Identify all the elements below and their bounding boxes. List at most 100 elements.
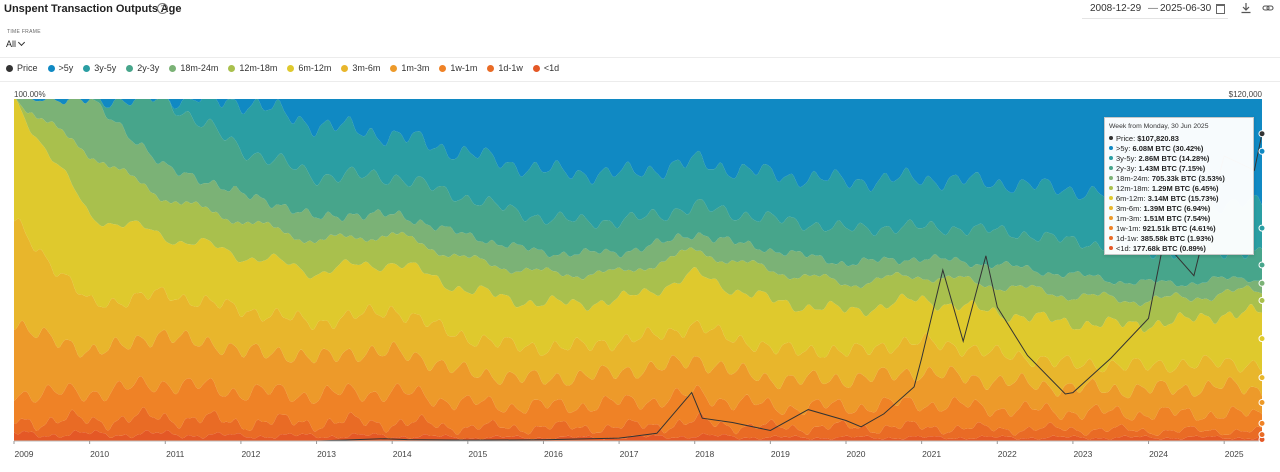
x-tick-label: 2015 xyxy=(468,449,487,459)
chart-legend: Price >5y 3y-5y 2y-3y 18m-24m 12m-18m 6m-12m 3m… xyxy=(6,63,569,75)
area-m1_3 xyxy=(14,320,1262,421)
legend-swatch xyxy=(532,65,540,72)
tooltip-label: 3y-5y: xyxy=(1116,154,1139,163)
legend-label: 12m-18m xyxy=(239,63,278,73)
tooltip-row: 1w-1m: 921.51k BTC (4.61%) xyxy=(1109,224,1216,234)
tooltip-swatch xyxy=(1109,236,1113,240)
tooltip-value: 2.86M BTC (14.28%) xyxy=(1138,154,1210,163)
x-tick-label: 2012 xyxy=(241,449,260,459)
divider xyxy=(0,81,1280,82)
chevron-down-icon xyxy=(17,38,26,47)
tooltip-row: 2y-3y: 1.43M BTC (7.15%) xyxy=(1109,164,1205,174)
chart-header: Unspent Transaction Outputs Age ? 2008-1… xyxy=(0,0,1280,22)
timeframe-select[interactable]: All xyxy=(6,38,26,49)
tooltip-row: Price: $107,820.83 xyxy=(1109,134,1179,144)
tooltip-row: >5y: 6.08M BTC (30.42%) xyxy=(1109,144,1203,154)
tooltip-label: 1d-1w: xyxy=(1116,234,1141,243)
x-tick-label: 2025 xyxy=(1225,449,1244,459)
area-d1_1w xyxy=(14,407,1262,440)
link-icon[interactable] xyxy=(1262,2,1274,14)
legend-label: 1d-1w xyxy=(498,63,523,73)
date-separator: — xyxy=(1148,3,1158,14)
tooltip-swatch xyxy=(1109,146,1113,150)
tooltip-swatch xyxy=(1109,226,1113,230)
calendar-icon[interactable] xyxy=(1216,4,1225,14)
legend-item[interactable]: 12m-18m xyxy=(228,63,277,73)
x-tick-label: 2019 xyxy=(771,449,790,459)
tooltip-label: >5y: xyxy=(1116,144,1133,153)
help-icon[interactable]: ? xyxy=(157,3,168,14)
legend-swatch xyxy=(47,65,55,72)
legend-item[interactable]: 1d-1w xyxy=(487,63,523,73)
tooltip-label: 6m-12m: xyxy=(1116,194,1148,203)
date-end-input[interactable]: 2025-06-30 xyxy=(1160,3,1212,14)
legend-item[interactable]: 18m-24m xyxy=(169,63,218,73)
tooltip-value: $107,820.83 xyxy=(1137,134,1179,143)
tooltip-value: 385.58k BTC (1.93%) xyxy=(1140,234,1214,243)
tooltip-value: 177.68k BTC (0.89%) xyxy=(1132,244,1206,253)
tooltip-row: 6m-12m: 3.14M BTC (15.73%) xyxy=(1109,194,1219,204)
date-start-input[interactable]: 2008-12-29 xyxy=(1090,3,1142,14)
price-line xyxy=(14,133,1263,442)
x-tick-label: 2016 xyxy=(544,449,563,459)
tooltip-swatch xyxy=(1109,196,1113,200)
marker-gt5y xyxy=(1258,147,1266,155)
tooltip-value: 921.51k BTC (4.61%) xyxy=(1142,224,1216,233)
x-tick-label: 2023 xyxy=(1073,449,1092,459)
legend-swatch xyxy=(6,65,13,72)
legend-label: Price xyxy=(17,63,38,73)
legend-swatch xyxy=(228,65,236,72)
area-y3_5 xyxy=(14,99,1262,260)
x-tick-label: 2022 xyxy=(998,449,1017,459)
x-tick-label: 2013 xyxy=(317,449,336,459)
legend-item[interactable]: 3m-6m xyxy=(341,63,380,73)
legend-label: 2y-3y xyxy=(137,63,160,73)
area-m6_12 xyxy=(14,99,1262,373)
x-tick-label: 2014 xyxy=(393,449,412,459)
tooltip-swatch xyxy=(1109,216,1113,220)
x-tick-label: 2024 xyxy=(1149,449,1168,459)
legend-item[interactable]: 2y-3y xyxy=(126,63,159,73)
download-icon[interactable] xyxy=(1240,2,1252,14)
utxo-age-chart[interactable]: 100.00% $120,000 2009 2010 2011 2012 2013 2014 2… xyxy=(0,88,1280,472)
legend-label: 1m-3m xyxy=(401,63,430,73)
tooltip-label: 18m-24m: xyxy=(1116,174,1152,183)
tooltip-row: 1d-1w: 385.58k BTC (1.93%) xyxy=(1109,234,1214,244)
tooltip-value: 705.33k BTC (3.53%) xyxy=(1151,174,1225,183)
timeframe-value: All xyxy=(6,39,17,49)
tooltip-header: Week from Monday, 30 Jun 2025 xyxy=(1109,123,1209,130)
legend-item[interactable]: 1w-1m xyxy=(439,63,477,73)
legend-label: 18m-24m xyxy=(180,63,219,73)
marker-m12_18 xyxy=(1258,297,1266,304)
tooltip-swatch xyxy=(1109,136,1113,140)
legend-item[interactable]: Price xyxy=(6,63,38,73)
x-tick-label: 2010 xyxy=(90,449,109,459)
tooltip-label: <1d: xyxy=(1116,244,1133,253)
x-tick-label: 2021 xyxy=(922,449,941,459)
marker-m6_12 xyxy=(1258,335,1266,343)
legend-swatch xyxy=(487,65,495,72)
tooltip-value: 1.43M BTC (7.15%) xyxy=(1138,164,1206,173)
tooltip-row: 18m-24m: 705.33k BTC (3.53%) xyxy=(1109,174,1225,184)
legend-item[interactable]: >5y xyxy=(47,63,74,73)
legend-label: 3m-6m xyxy=(352,63,381,73)
tooltip-row: 3y-5y: 2.86M BTC (14.28%) xyxy=(1109,154,1209,164)
tooltip-value: 3.14M BTC (15.73%) xyxy=(1147,194,1219,203)
area-m18_24 xyxy=(14,99,1262,307)
legend-item[interactable]: <1d xyxy=(532,63,559,73)
timeframe-label: TIME FRAME xyxy=(7,29,41,35)
divider xyxy=(0,57,1280,58)
legend-item[interactable]: 6m-12m xyxy=(287,63,331,73)
tooltip-label: 2y-3y: xyxy=(1116,164,1139,173)
legend-item[interactable]: 1m-3m xyxy=(390,63,429,73)
tooltip-swatch xyxy=(1109,156,1113,160)
date-range-picker[interactable]: 2008-12-29 — 2025-06-30 xyxy=(1082,0,1228,19)
legend-item[interactable]: 3y-5y xyxy=(83,63,116,73)
legend-swatch xyxy=(126,65,134,72)
marker-m1_3 xyxy=(1258,399,1266,406)
tooltip-value: 6.08M BTC (30.42%) xyxy=(1132,144,1204,153)
tooltip-label: 12m-18m: xyxy=(1116,184,1152,193)
legend-swatch xyxy=(287,65,295,72)
legend-label: >5y xyxy=(58,63,74,73)
legend-swatch xyxy=(390,65,398,72)
